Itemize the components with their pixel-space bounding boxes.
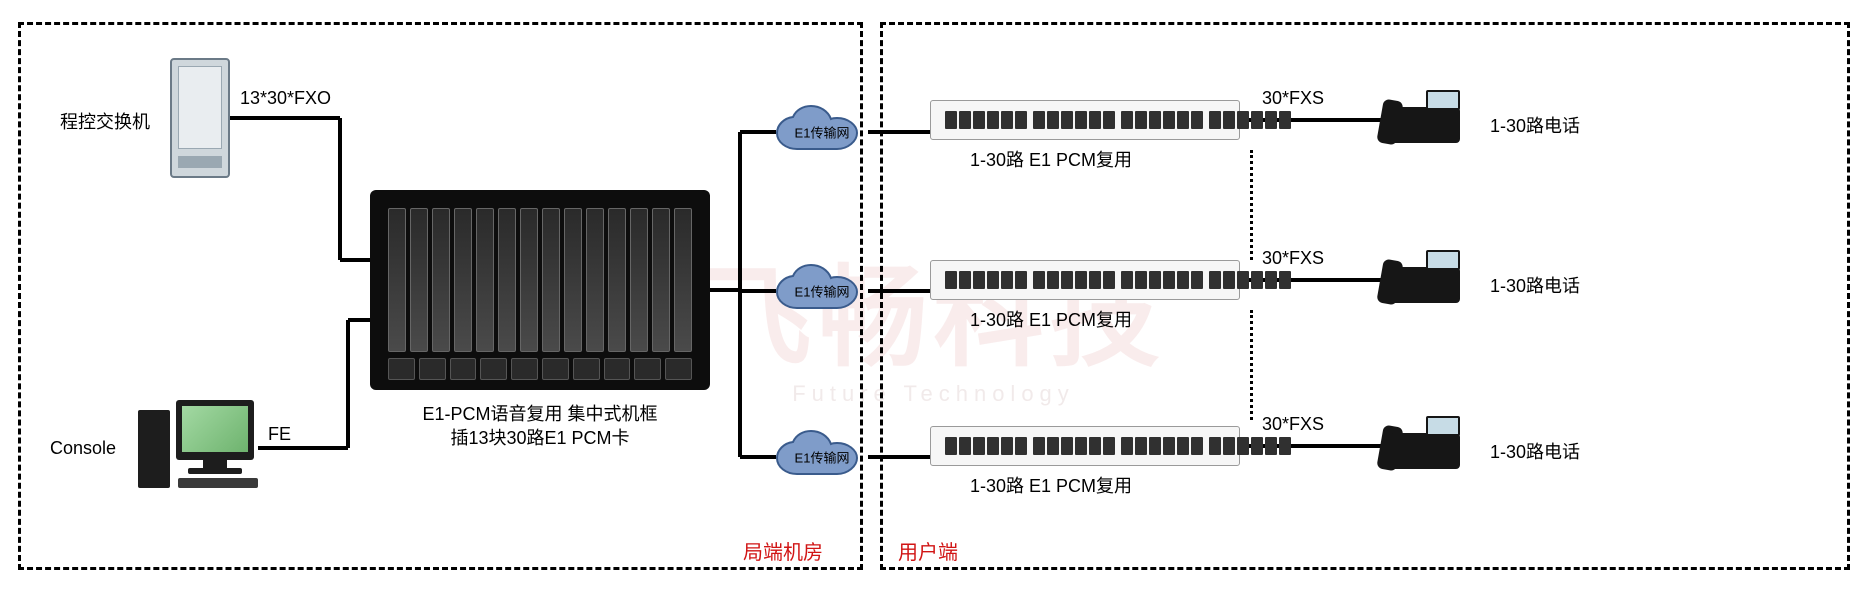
connector-line — [348, 318, 370, 322]
mux-link-label: 30*FXS — [1262, 88, 1324, 109]
cloud-icon: E1传输网 — [772, 105, 872, 159]
connector-line — [258, 446, 348, 450]
connector-line — [740, 289, 776, 293]
connector-line — [710, 288, 740, 292]
pcm-mux-icon — [930, 260, 1240, 300]
chassis-icon — [370, 190, 710, 390]
chassis-caption-2: 插13块30路E1 PCM卡 — [370, 424, 710, 450]
connector-line — [346, 320, 350, 448]
phone-icon — [1380, 408, 1470, 478]
phone-icon — [1380, 82, 1470, 152]
pbx-label: 程控交换机 — [60, 108, 150, 134]
zone-right-title: 用户端 — [898, 536, 958, 565]
pcm-mux-icon — [930, 426, 1240, 466]
diagram-stage: 飞畅科技 Future Technology 局端机房 用户端 程控交换机 13… — [0, 0, 1867, 615]
mux-link-label: 30*FXS — [1262, 414, 1324, 435]
console-pc-icon — [138, 400, 258, 490]
connector-line — [868, 455, 930, 459]
continuation-dots — [1250, 150, 1254, 260]
continuation-dots — [1250, 310, 1254, 420]
cloud-label: E1传输网 — [795, 123, 850, 142]
connector-line — [868, 130, 930, 134]
mux-caption: 1-30路 E1 PCM复用 — [970, 472, 1132, 498]
console-label: Console — [50, 438, 116, 459]
cloud-icon: E1传输网 — [772, 264, 872, 318]
connector-line — [868, 289, 930, 293]
cloud-label: E1传输网 — [795, 282, 850, 301]
connector-line — [740, 130, 776, 134]
zone-left-title: 局端机房 — [743, 536, 823, 565]
connector-line — [740, 455, 776, 459]
pbx-link-label: 13*30*FXO — [240, 88, 331, 109]
phone-icon — [1380, 242, 1470, 312]
mux-caption: 1-30路 E1 PCM复用 — [970, 306, 1132, 332]
connector-line — [738, 132, 742, 457]
chassis-caption-1: E1-PCM语音复用 集中式机框 — [370, 400, 710, 426]
mux-caption: 1-30路 E1 PCM复用 — [970, 146, 1132, 172]
connector-line — [340, 258, 370, 262]
phone-label: 1-30路电话 — [1490, 438, 1580, 464]
cloud-label: E1传输网 — [795, 448, 850, 467]
pcm-mux-icon — [930, 100, 1240, 140]
cloud-icon: E1传输网 — [772, 430, 872, 484]
console-link-label: FE — [268, 424, 291, 445]
mux-link-label: 30*FXS — [1262, 248, 1324, 269]
phone-label: 1-30路电话 — [1490, 272, 1580, 298]
pbx-cabinet-icon — [170, 58, 230, 178]
connector-line — [338, 118, 342, 260]
connector-line — [230, 116, 340, 120]
phone-label: 1-30路电话 — [1490, 112, 1580, 138]
